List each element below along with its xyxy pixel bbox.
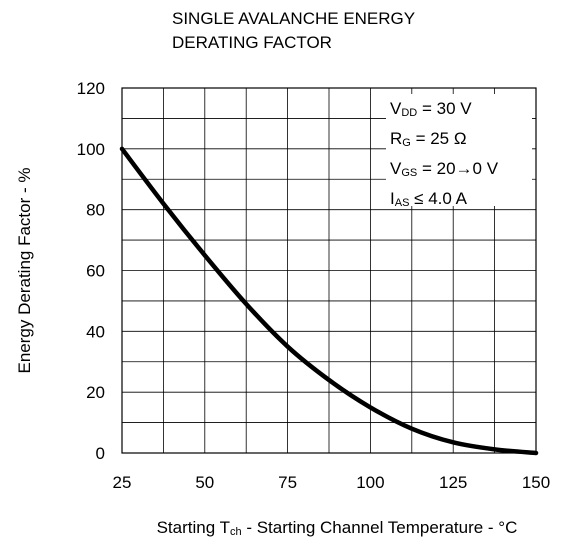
y-tick-label: 120	[77, 79, 105, 98]
x-tick-label: 100	[356, 473, 384, 492]
chart-title: SINGLE AVALANCHE ENERGY DERATING FACTOR	[172, 9, 415, 52]
chart-title-line: SINGLE AVALANCHE ENERGY	[172, 9, 415, 28]
annotation-text: RG = 25 Ω	[390, 129, 467, 149]
x-tick-label: 50	[195, 473, 214, 492]
axis-labels: Energy Derating Factor - % Starting Tch -…	[15, 168, 517, 538]
y-tick-label: 40	[86, 322, 105, 341]
y-tick-label: 60	[86, 262, 105, 281]
x-axis-label: Starting Tch - Starting Channel Temperat…	[157, 518, 518, 538]
annotations: VDD = 30 V RG = 25 Ω VGS = 20→0 V IAS ≤ 4.0…	[386, 94, 532, 209]
series	[119, 146, 539, 456]
y-tick-label: 100	[77, 140, 105, 159]
annotation-text: VGS = 20→0 V	[390, 159, 499, 179]
chart-title-line: DERATING FACTOR	[172, 33, 332, 52]
annotation-text: IAS ≤ 4.0 A	[390, 189, 468, 209]
series-line	[119, 146, 539, 456]
plot-frame	[121, 87, 537, 454]
y-tick-label: 0	[96, 444, 105, 463]
x-tick-label: 125	[439, 473, 467, 492]
annotation-text: VDD = 30 V	[390, 99, 472, 119]
y-axis-label: Energy Derating Factor - %	[15, 168, 34, 374]
annotation-background	[386, 94, 532, 206]
y-tick-label: 20	[86, 383, 105, 402]
axes: 25 50 75 100 125 150 0 20 40 60 80 100 120	[77, 79, 551, 492]
x-tick-label: 150	[522, 473, 550, 492]
x-tick-label: 75	[278, 473, 297, 492]
x-tick-label: 25	[113, 473, 132, 492]
y-tick-label: 80	[86, 201, 105, 220]
